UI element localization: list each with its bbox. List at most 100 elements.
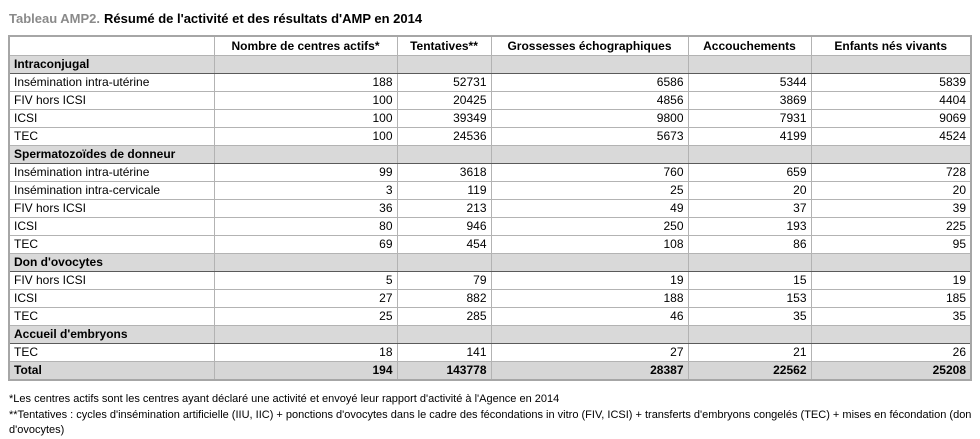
row-label: Spermatozoïdes de donneur	[8, 145, 215, 164]
cell-value	[687, 145, 812, 164]
cell-value: 27	[213, 289, 398, 308]
cell-value: 728	[810, 163, 972, 182]
cell-value: 194	[213, 361, 398, 381]
table-row: TEC 18 141 27 21 26	[8, 343, 972, 362]
cell-value: 36	[213, 199, 398, 218]
row-label: FIV hors ICSI	[8, 91, 215, 110]
table-row: TEC 25 285 46 35 35	[8, 307, 972, 326]
cell-value: 5344	[687, 73, 812, 92]
total-row: Total 194 143778 28387 22562 25208	[8, 361, 972, 381]
cell-value: 25	[490, 181, 689, 200]
section-row: Intraconjugal	[8, 55, 972, 74]
row-label: Insémination intra-cervicale	[8, 181, 215, 200]
cell-value: 79	[396, 271, 492, 290]
cell-value: 39	[810, 199, 972, 218]
cell-value: 225	[810, 217, 972, 236]
column-header-4: Accouchements	[687, 35, 812, 56]
row-label: TEC	[8, 235, 215, 254]
cell-value: 4524	[810, 127, 972, 146]
table-row: FIV hors ICSI 36 213 49 37 39	[8, 199, 972, 218]
table-row: TEC 69 454 108 86 95	[8, 235, 972, 254]
cell-value: 46	[490, 307, 689, 326]
table-row: Insémination intra-utérine 188 52731 6586 53…	[8, 73, 972, 92]
cell-value: 37	[687, 199, 812, 218]
cell-value: 99	[213, 163, 398, 182]
cell-value	[810, 325, 972, 344]
row-label: Insémination intra-utérine	[8, 163, 215, 182]
cell-value	[490, 253, 689, 272]
cell-value	[687, 325, 812, 344]
cell-value: 95	[810, 235, 972, 254]
table-row: ICSI 100 39349 9800 7931 9069	[8, 109, 972, 128]
row-label: Insémination intra-utérine	[8, 73, 215, 92]
cell-value: 285	[396, 307, 492, 326]
column-header-1: Nombre de centres actifs*	[213, 35, 398, 56]
section-row: Don d'ovocytes	[8, 253, 972, 272]
cell-value: 100	[213, 91, 398, 110]
cell-value: 141	[396, 343, 492, 362]
cell-value: 946	[396, 217, 492, 236]
column-header-0	[8, 35, 215, 56]
cell-value: 882	[396, 289, 492, 308]
cell-value: 153	[687, 289, 812, 308]
cell-value: 20	[687, 181, 812, 200]
cell-value: 21	[687, 343, 812, 362]
page-title: Tableau AMP2. Résumé de l'activité et des…	[9, 11, 972, 26]
cell-value	[687, 253, 812, 272]
cell-value: 19	[810, 271, 972, 290]
footnotes: *Les centres actifs sont les centres aya…	[9, 392, 973, 438]
cell-value: 80	[213, 217, 398, 236]
cell-value: 6586	[490, 73, 689, 92]
table-row: TEC 100 24536 5673 4199 4524	[8, 127, 972, 146]
row-label: TEC	[8, 127, 215, 146]
cell-value: 25208	[810, 361, 972, 381]
cell-value: 27	[490, 343, 689, 362]
cell-value	[810, 145, 972, 164]
cell-value: 5839	[810, 73, 972, 92]
table-row: Insémination intra-utérine 99 3618 760 659 72…	[8, 163, 972, 182]
cell-value	[213, 253, 398, 272]
cell-value: 15	[687, 271, 812, 290]
row-label: Don d'ovocytes	[8, 253, 215, 272]
cell-value: 7931	[687, 109, 812, 128]
cell-value: 188	[490, 289, 689, 308]
cell-value: 4404	[810, 91, 972, 110]
row-label: TEC	[8, 307, 215, 326]
row-label: ICSI	[8, 217, 215, 236]
cell-value: 213	[396, 199, 492, 218]
cell-value: 20425	[396, 91, 492, 110]
row-label: FIV hors ICSI	[8, 199, 215, 218]
table-body: Intraconjugal Insémination intra-utérine 1…	[8, 55, 972, 381]
cell-value: 5	[213, 271, 398, 290]
cell-value	[396, 55, 492, 74]
table-number-label: Tableau AMP2.	[9, 11, 101, 26]
cell-value: 25	[213, 307, 398, 326]
cell-value: 20	[810, 181, 972, 200]
cell-value: 100	[213, 127, 398, 146]
cell-value	[490, 325, 689, 344]
cell-value: 19	[490, 271, 689, 290]
footnote-active-centers: *Les centres actifs sont les centres aya…	[9, 393, 560, 405]
cell-value: 185	[810, 289, 972, 308]
cell-value: 250	[490, 217, 689, 236]
cell-value: 69	[213, 235, 398, 254]
cell-value: 9800	[490, 109, 689, 128]
section-row: Spermatozoïdes de donneur	[8, 145, 972, 164]
cell-value: 22562	[687, 361, 812, 381]
cell-value	[396, 325, 492, 344]
cell-value: 143778	[396, 361, 492, 381]
cell-value: 18	[213, 343, 398, 362]
table-row: Insémination intra-cervicale 3 119 25 20 20	[8, 181, 972, 200]
cell-value: 39349	[396, 109, 492, 128]
cell-value: 193	[687, 217, 812, 236]
cell-value	[213, 145, 398, 164]
cell-value: 86	[687, 235, 812, 254]
amp-results-table: Nombre de centres actifs* Tentatives** Gro…	[8, 35, 972, 381]
cell-value	[213, 325, 398, 344]
row-label: ICSI	[8, 289, 215, 308]
cell-value	[396, 253, 492, 272]
footnote-tentatives: **Tentatives : cycles d'insémination art…	[9, 409, 972, 436]
cell-value: 3618	[396, 163, 492, 182]
cell-value: 52731	[396, 73, 492, 92]
